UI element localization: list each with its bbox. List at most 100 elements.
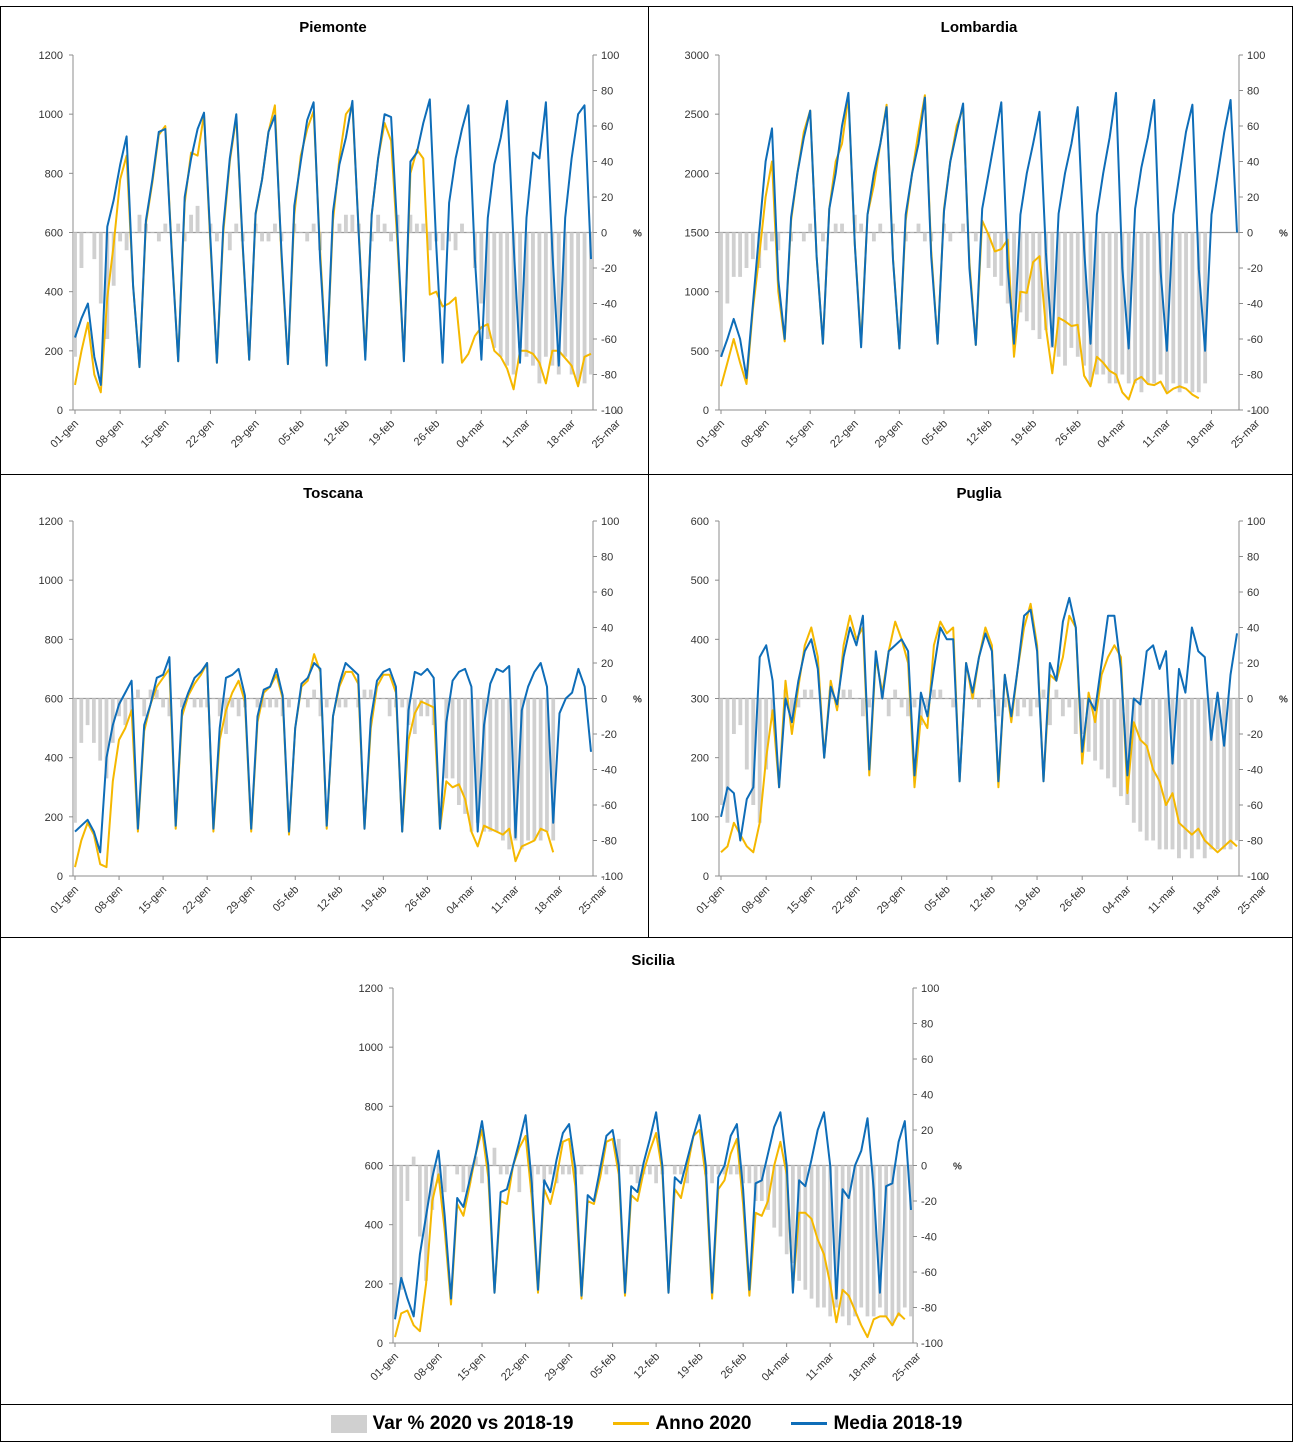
x-tick-label: 08-gen <box>740 884 773 917</box>
x-tick-label: 05-feb <box>922 884 953 915</box>
y2-tick-label: 0 <box>1247 228 1253 240</box>
x-tick-label: 29-gen <box>875 884 908 917</box>
var-bar <box>1235 698 1239 841</box>
x-tick-label: 18-mar <box>1191 883 1224 916</box>
var-bar <box>343 698 348 708</box>
var-bar <box>772 1165 777 1228</box>
var-bar <box>840 1165 845 1317</box>
var-bar <box>750 232 755 260</box>
x-tick-label: 25-mar <box>1236 883 1269 916</box>
var-bar <box>1120 232 1125 375</box>
var-bar <box>719 232 723 357</box>
y-tick-label: 400 <box>365 1220 383 1232</box>
y2-unit-label: % <box>953 1162 962 1173</box>
var-bar <box>1037 232 1042 339</box>
var-bar <box>897 232 902 233</box>
var-bar <box>1164 698 1168 850</box>
var-bar <box>841 689 846 699</box>
var-bar <box>430 1165 435 1210</box>
chart-svg-toscana: Toscana020040060080010001200-100-80-60-4… <box>39 485 642 917</box>
var-bar <box>735 1165 739 1175</box>
x-tick-label: 05-feb <box>588 1351 619 1382</box>
var-bar <box>1060 698 1065 717</box>
var-bar <box>531 232 535 366</box>
var-bar <box>261 698 266 708</box>
var-bar <box>848 689 852 699</box>
var-bar <box>438 698 442 699</box>
var-bar <box>1073 698 1078 734</box>
var-bar <box>846 232 851 233</box>
var-bar <box>741 1165 746 1184</box>
var-bar <box>916 223 921 233</box>
var-bar <box>1222 698 1227 850</box>
var-bar <box>485 232 490 339</box>
var-bar <box>498 1165 503 1175</box>
var-bar <box>440 232 445 251</box>
y2-tick-label: 100 <box>1247 516 1265 528</box>
var-bar <box>287 698 291 708</box>
x-tick-label: 05-feb <box>271 884 302 915</box>
var-bar <box>234 223 239 233</box>
var-bar <box>951 698 956 708</box>
var-bar <box>136 689 140 699</box>
var-bar <box>488 698 493 832</box>
y2-tick-label: 80 <box>921 1019 933 1031</box>
var-bar <box>967 232 972 233</box>
var-bar <box>425 698 430 717</box>
var-bar <box>518 232 522 348</box>
var-bar <box>1050 232 1055 348</box>
var-bar <box>1203 232 1208 384</box>
var-bar <box>865 1165 870 1317</box>
x-tick-label: 26-feb <box>1058 884 1089 915</box>
x-tick-label: 15-gen <box>784 418 817 451</box>
y-tick-label: 0 <box>703 871 709 883</box>
var-bar <box>1125 698 1130 805</box>
x-tick-label: 11-mar <box>804 1350 837 1383</box>
var-bar <box>449 1165 453 1166</box>
var-bar <box>405 1165 410 1201</box>
y2-tick-label: -20 <box>601 263 617 275</box>
var-bar <box>492 1147 497 1166</box>
var-bar <box>1086 698 1091 752</box>
var-bar <box>778 1165 783 1237</box>
y-tick-label: 200 <box>45 812 63 824</box>
var-bar <box>408 214 413 233</box>
y-tick-label: 1500 <box>685 228 709 240</box>
var-bar <box>1054 689 1059 699</box>
var-bar <box>424 1165 428 1281</box>
var-bar <box>400 698 405 708</box>
var-bar <box>176 223 181 233</box>
var-bar <box>1028 698 1033 717</box>
var-bar <box>324 232 329 233</box>
x-tick-label: 25-mar <box>590 417 623 450</box>
var-bar <box>266 232 271 242</box>
var-bar <box>460 223 464 233</box>
y-tick-label: 500 <box>691 575 709 587</box>
var-bar <box>455 1165 460 1175</box>
var-bar <box>1002 698 1007 708</box>
x-tick-label: 04-mar <box>1100 883 1133 916</box>
legend-swatch-var <box>330 1414 367 1433</box>
y2-tick-label: -40 <box>601 299 617 311</box>
var-bar <box>610 1165 615 1166</box>
chart-svg-piemonte: Piemonte020040060080010001200-100-80-60-… <box>39 19 642 451</box>
x-tick-label: 18-mar <box>847 1350 880 1383</box>
x-tick-label: 22-gen <box>184 418 217 451</box>
var-bar <box>73 698 77 823</box>
y2-tick-label: 80 <box>1247 552 1259 564</box>
var-bar <box>679 1165 683 1175</box>
y2-tick-label: 20 <box>601 658 613 670</box>
var-bar <box>1035 698 1039 708</box>
var-bar <box>98 698 103 761</box>
x-tick-label: 05-feb <box>920 418 951 449</box>
var-bar <box>1043 232 1048 331</box>
var-bar <box>725 698 730 823</box>
var-bar <box>124 232 129 251</box>
y-tick-label: 1000 <box>39 109 63 121</box>
var-bar <box>274 698 279 708</box>
var-bar <box>442 1165 447 1193</box>
var-bar <box>461 1165 466 1193</box>
var-bar <box>1009 698 1014 699</box>
y2-tick-label: 0 <box>1247 694 1253 706</box>
var-bar <box>822 1165 826 1308</box>
